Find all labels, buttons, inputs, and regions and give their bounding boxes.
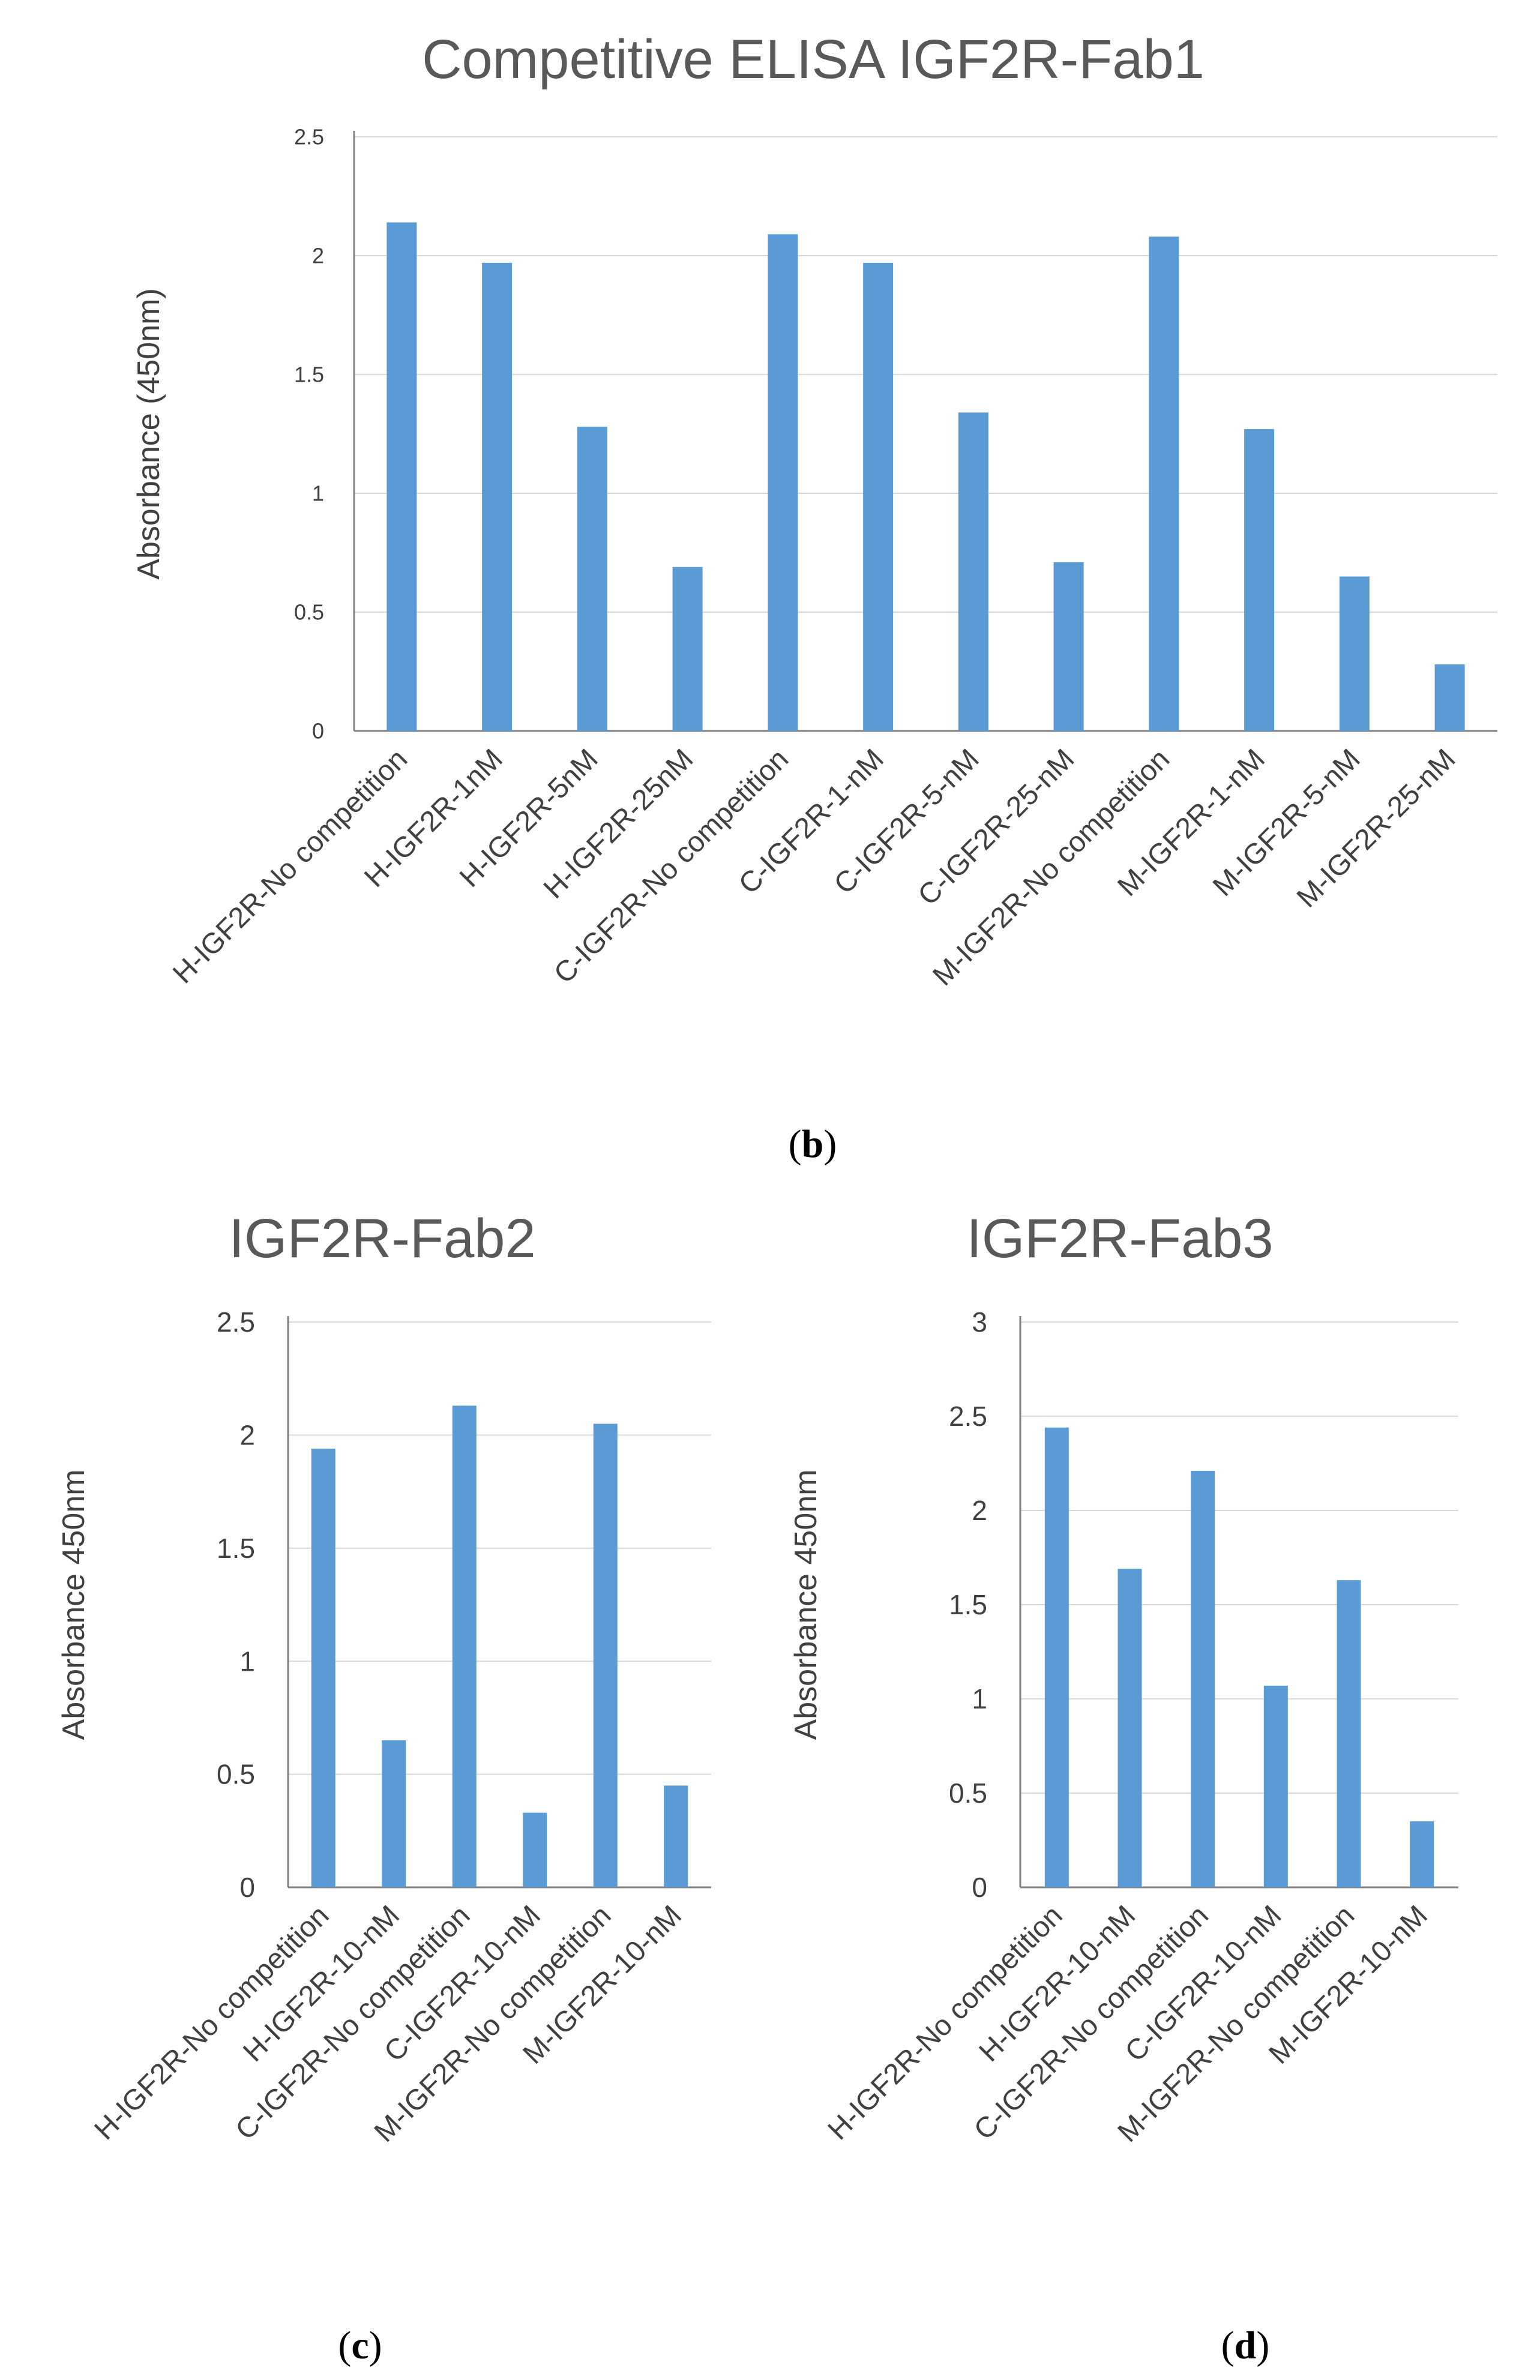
bar: [577, 427, 607, 731]
y-tick-label: 2: [972, 1495, 987, 1526]
y-tick-label: 1: [312, 481, 324, 506]
y-tick-label: 2.5: [949, 1401, 987, 1432]
y-axis-title: Absorbance (450nm): [131, 288, 166, 580]
bar: [768, 234, 798, 731]
caption-open-paren: (: [1221, 2324, 1235, 2367]
bar: [311, 1449, 335, 1887]
y-tick-label: 0.5: [217, 1759, 255, 1790]
y-tick-label: 2.5: [294, 125, 324, 149]
panel-caption: (d): [1221, 2324, 1270, 2367]
y-tick-label: 1.5: [294, 362, 324, 387]
y-tick-label: 2: [239, 1420, 255, 1451]
y-tick-label: 0.5: [949, 1777, 987, 1809]
y-tick-label: 1: [239, 1645, 255, 1677]
y-axis-title: Absorbance 450nm: [56, 1470, 91, 1740]
bar: [1410, 1821, 1434, 1887]
y-tick-label: 1.5: [217, 1533, 255, 1564]
y-axis-title: Absorbance 450nm: [789, 1470, 823, 1740]
y-tick-label: 0: [312, 719, 324, 744]
bar: [1044, 1427, 1069, 1887]
bar: [1191, 1471, 1215, 1887]
bar: [1263, 1686, 1288, 1887]
y-tick-label: 2.5: [217, 1306, 255, 1338]
y-tick-label: 1.5: [949, 1589, 987, 1620]
caption-close-paren: ): [369, 2324, 382, 2367]
bar: [958, 412, 988, 731]
bar: [1244, 429, 1275, 731]
caption-open-paren: (: [338, 2324, 351, 2367]
y-tick-label: 3: [972, 1306, 987, 1338]
caption-letter: d: [1235, 2324, 1257, 2367]
bar: [1337, 1580, 1361, 1887]
bar: [1339, 576, 1370, 731]
bar: [1053, 562, 1084, 731]
bar: [672, 566, 703, 731]
chart-title: IGF2R-Fab3: [966, 1208, 1273, 1269]
bar: [1117, 1569, 1142, 1887]
caption-close-paren: ): [823, 1122, 837, 1166]
caption-open-paren: (: [789, 1122, 802, 1166]
bar: [664, 1785, 688, 1887]
bar: [1149, 236, 1179, 731]
bar: [482, 262, 513, 731]
y-tick-label: 0: [972, 1872, 987, 1903]
bar: [863, 262, 894, 731]
panel-caption: (b): [789, 1122, 837, 1166]
bar: [593, 1423, 618, 1887]
bar: [452, 1405, 477, 1887]
chart-title: IGF2R-Fab2: [229, 1208, 535, 1269]
chart-b: Competitive ELISA IGF2R-Fab1 0 0.5 1 1.5 2 2.5…: [131, 29, 1497, 1166]
bar: [1434, 664, 1465, 731]
bar: [387, 222, 417, 731]
y-tick-label: 0.5: [294, 600, 324, 625]
bar: [382, 1740, 406, 1887]
panel-caption: (c): [338, 2324, 382, 2367]
bar: [523, 1812, 547, 1887]
caption-letter: b: [802, 1122, 824, 1166]
y-tick-label: 0: [239, 1872, 255, 1903]
x-tick-label: M-IGF2R-25-nM: [1291, 743, 1462, 914]
caption-close-paren: ): [1256, 2324, 1269, 2367]
y-tick-label: 2: [312, 244, 324, 268]
y-tick-label: 1: [972, 1683, 987, 1714]
caption-letter: c: [351, 2324, 368, 2367]
chart-title: Competitive ELISA IGF2R-Fab1: [422, 29, 1205, 90]
